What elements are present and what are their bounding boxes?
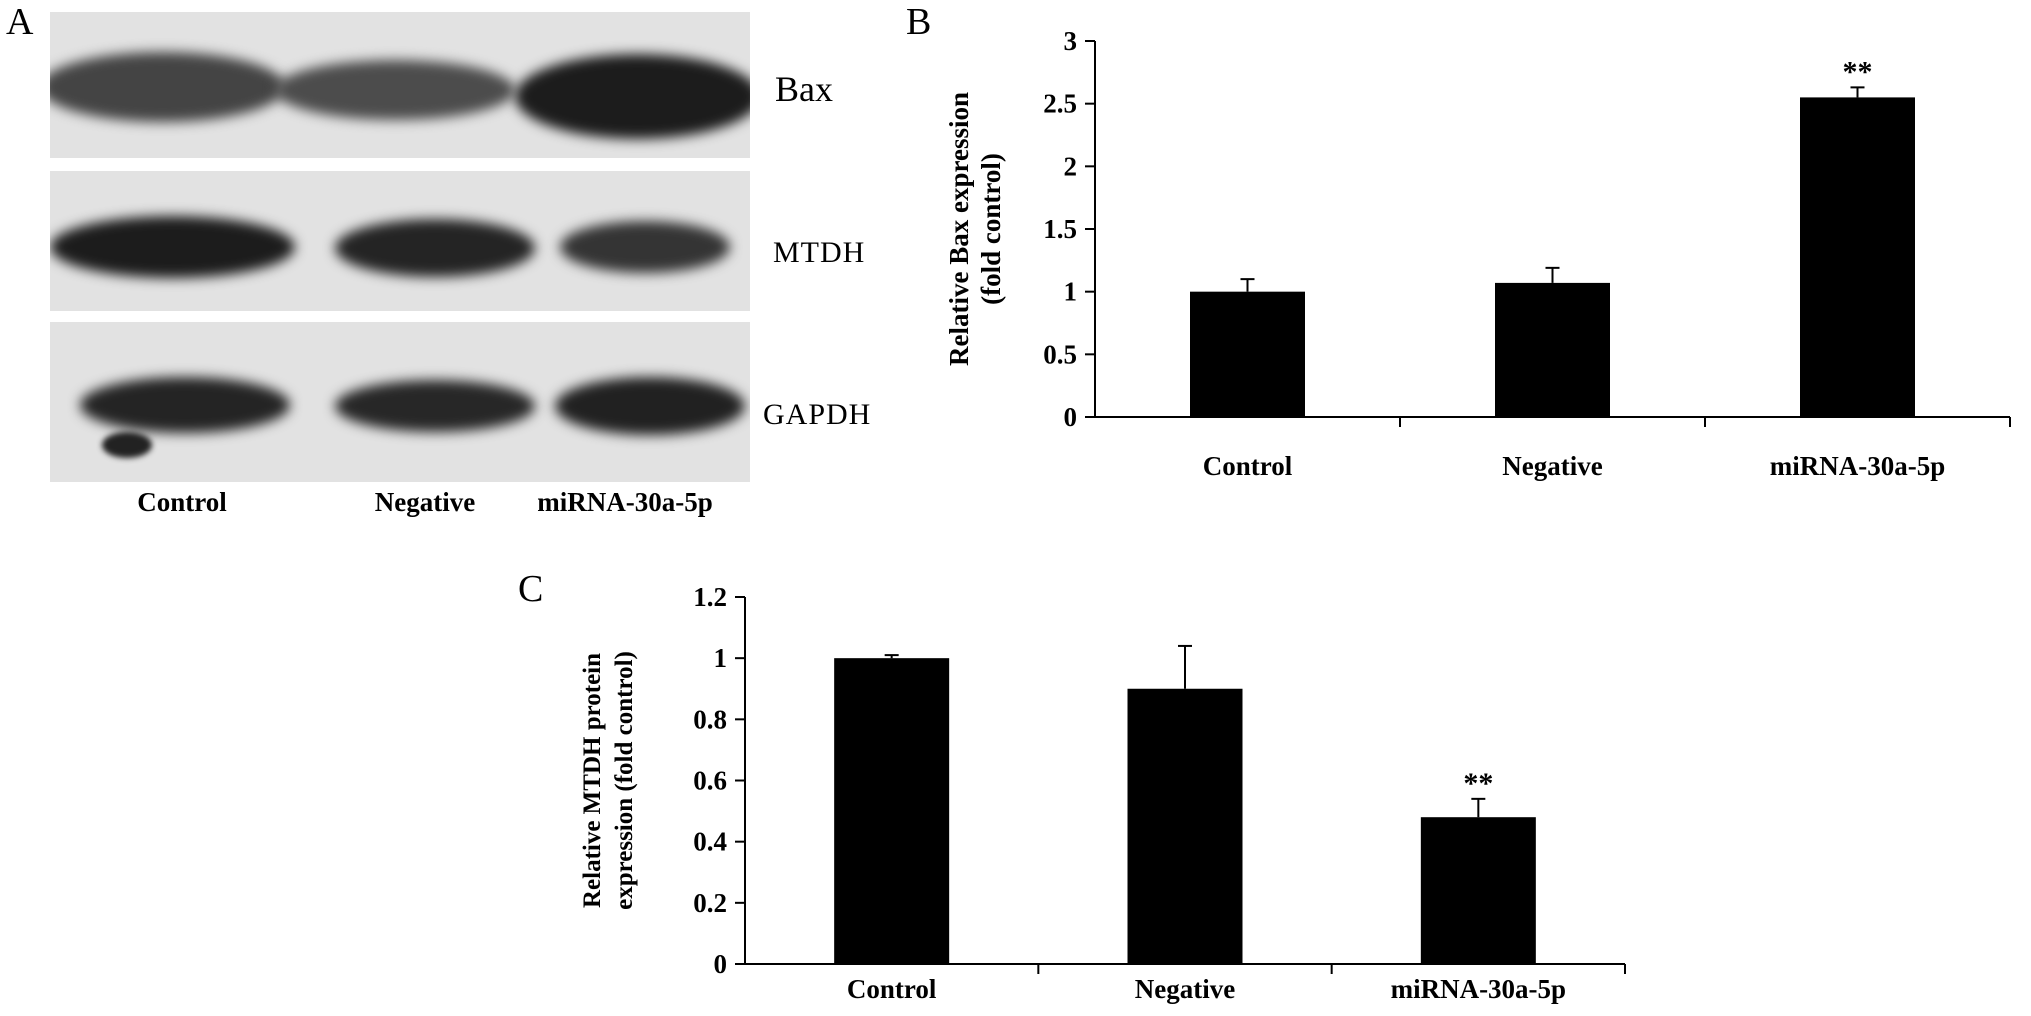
y-axis-label: (fold control) [976,153,1006,305]
y-axis-label: expression (fold control) [611,651,638,910]
blot-row-bax [50,12,750,158]
y-axis-label: Relative Bax expression [944,92,974,366]
band [50,216,295,278]
lane-label-mirna: miRNA-30a-5p [537,487,713,517]
y-tick-label: 2.5 [1043,89,1077,119]
category-label: Negative [1502,451,1602,481]
bar [834,658,950,964]
band [560,221,730,273]
band [50,52,285,122]
category-label: Control [847,974,937,1004]
y-tick-label: 1 [1064,277,1078,307]
panel-c-letter: C [518,568,544,610]
category-label: Control [1203,451,1293,481]
lane-label-negative: Negative [374,487,476,517]
bar [1127,688,1243,964]
y-tick-label: 0 [714,949,728,979]
y-tick-label: 0.8 [693,704,727,734]
bar [1800,97,1915,418]
significance-marker: ** [1463,767,1493,800]
blot-row-mtdh [50,171,750,311]
y-tick-label: 0.5 [1043,339,1077,369]
y-tick-label: 2 [1064,151,1078,181]
western-blot [50,8,750,488]
blot-label-bax: Bax [775,69,833,109]
band [275,60,515,120]
panel-b-letter: B [906,1,932,43]
band [555,377,745,435]
y-tick-label: 3 [1064,26,1078,56]
category-label: Negative [1135,974,1235,1004]
category-label: miRNA-30a-5p [1391,974,1567,1004]
bar [1420,817,1536,964]
band [335,380,535,432]
significance-marker: ** [1843,55,1873,88]
band [335,219,535,277]
y-tick-label: 1.2 [693,582,727,612]
bar [1190,291,1305,417]
blot-row-gapdh [50,322,750,482]
blot-label-gapdh: GAPDH [763,398,872,431]
y-tick-label: 1.5 [1043,214,1077,244]
y-tick-label: 0.4 [693,827,727,857]
panel-a-letter: A [6,1,34,43]
band [80,377,290,433]
y-tick-label: 1 [714,643,728,673]
y-axis-label: Relative MTDH protein [579,653,606,908]
band [515,54,750,139]
y-tick-label: 0.2 [693,888,727,918]
lane-label-control: Control [137,487,227,517]
y-tick-label: 0.6 [693,766,727,796]
blot-artifact [102,432,152,458]
y-tick-label: 0 [1064,402,1078,432]
blot-label-mtdh: MTDH [773,236,866,269]
bar [1495,282,1610,417]
category-label: miRNA-30a-5p [1770,451,1946,481]
